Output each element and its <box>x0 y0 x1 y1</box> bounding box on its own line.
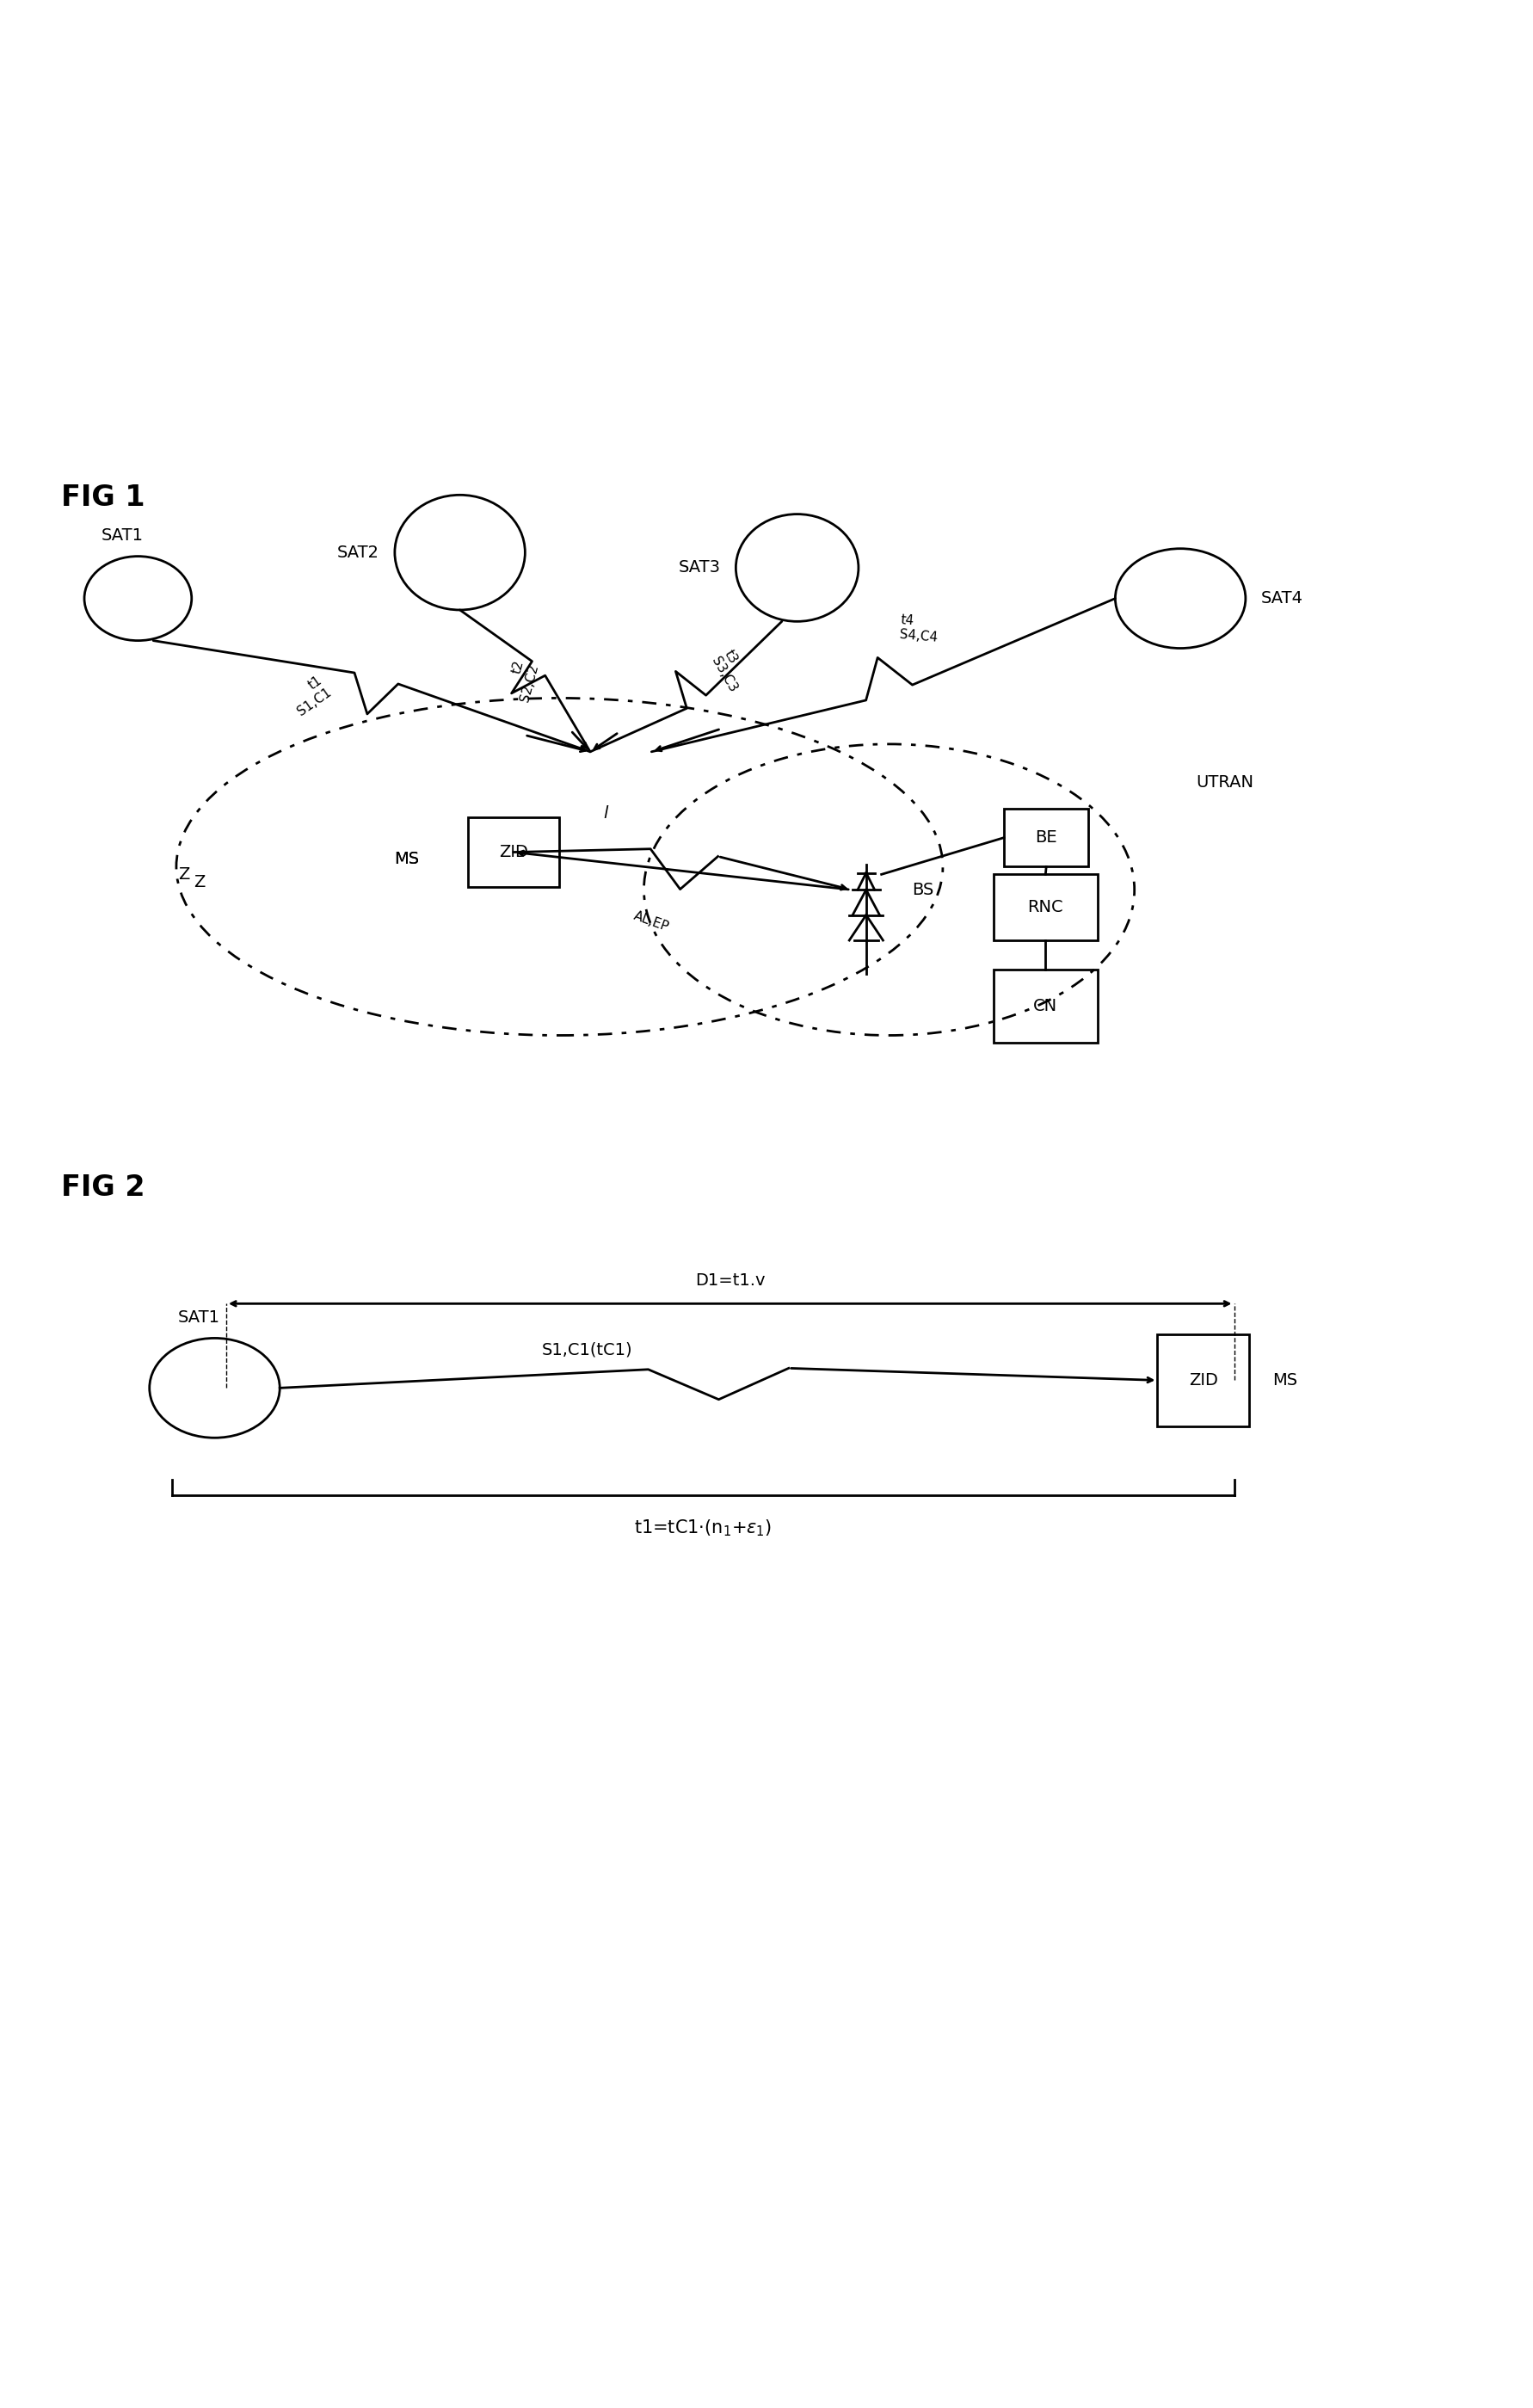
Text: D1=t1.v: D1=t1.v <box>694 1271 765 1288</box>
Text: t1=tC1$\cdot$(n$_1$+$\varepsilon_1$): t1=tC1$\cdot$(n$_1$+$\varepsilon_1$) <box>635 1519 773 1539</box>
Text: t1
S1,C1: t1 S1,C1 <box>287 674 334 718</box>
Text: SAT2: SAT2 <box>337 544 380 561</box>
Text: S1,C1(tC1): S1,C1(tC1) <box>541 1341 633 1358</box>
Text: UTRAN: UTRAN <box>1196 775 1254 790</box>
Text: CN: CN <box>1033 997 1058 1014</box>
Text: Z: Z <box>178 867 190 884</box>
Text: MS: MS <box>394 850 419 867</box>
Text: SAT3: SAT3 <box>679 559 721 576</box>
Text: Z: Z <box>193 874 205 891</box>
Text: MS: MS <box>394 850 419 867</box>
Text: SAT1: SAT1 <box>178 1310 221 1327</box>
Bar <box>993 970 1098 1043</box>
Bar <box>993 874 1098 939</box>
Text: MS: MS <box>1272 1373 1297 1389</box>
Text: FIG 1: FIG 1 <box>61 484 146 513</box>
Text: RNC: RNC <box>1027 898 1064 915</box>
Bar <box>1004 809 1088 867</box>
Text: AL,EP: AL,EP <box>632 910 671 934</box>
Text: ZID: ZID <box>498 843 529 860</box>
Text: l: l <box>602 807 609 821</box>
Text: t3
S3,C3: t3 S3,C3 <box>710 648 753 696</box>
Text: ZID: ZID <box>1188 1373 1219 1389</box>
Text: t4
S4,C4: t4 S4,C4 <box>898 614 940 645</box>
Text: SAT4: SAT4 <box>1260 590 1303 607</box>
Text: BS: BS <box>912 881 934 898</box>
Bar <box>1157 1334 1249 1426</box>
Text: SAT1: SAT1 <box>101 527 144 544</box>
Text: t2
S2,C2: t2 S2,C2 <box>503 660 541 703</box>
Text: FIG 2: FIG 2 <box>61 1173 146 1202</box>
Text: BE: BE <box>1035 828 1058 845</box>
Bar <box>468 819 560 886</box>
